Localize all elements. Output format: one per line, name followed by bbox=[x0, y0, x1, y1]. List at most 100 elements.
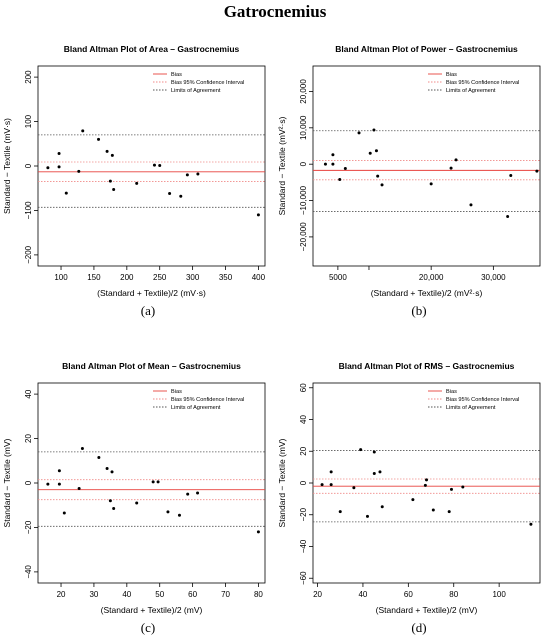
plot-frame bbox=[312, 65, 541, 267]
chart-title: Bland Altman Plot of Area – Gastrocnemiu… bbox=[64, 44, 240, 54]
data-point bbox=[81, 129, 85, 133]
x-axis-label: (Standard + Textile)/2 (mV²·s) bbox=[371, 288, 483, 298]
data-point bbox=[429, 182, 433, 186]
x-tick-label: 30 bbox=[89, 590, 98, 599]
data-point bbox=[112, 507, 116, 511]
data-point bbox=[77, 487, 81, 491]
data-point bbox=[110, 470, 114, 474]
data-point bbox=[329, 483, 333, 487]
y-tick-label: 40 bbox=[24, 389, 33, 398]
chart-svg: Bland Altman Plot of RMS – Gastrocnemius… bbox=[277, 361, 541, 615]
y-tick-label: −40 bbox=[24, 565, 33, 579]
data-point bbox=[158, 164, 162, 168]
x-tick-label: 80 bbox=[254, 590, 263, 599]
data-point bbox=[108, 499, 112, 503]
x-tick-label: 40 bbox=[358, 590, 367, 599]
legend: Bias Bias 95% Confidence Interval Limits o… bbox=[153, 389, 244, 411]
data-point bbox=[535, 169, 539, 173]
caption-a: (a) bbox=[140, 303, 156, 318]
data-point bbox=[108, 179, 112, 183]
chart-svg: Bland Altman Plot of Mean – Gastrocnemiu… bbox=[2, 361, 266, 615]
legend-label: Bias bbox=[171, 389, 182, 395]
data-point bbox=[97, 455, 101, 459]
y-tick-label: 40 bbox=[299, 415, 308, 424]
data-point bbox=[105, 467, 109, 471]
y-tick-label: −100 bbox=[24, 201, 33, 220]
x-tick-label: 5000 bbox=[329, 273, 347, 282]
chart-panel-rms: Bland Altman Plot of RMS – Gastrocnemius… bbox=[275, 353, 545, 615]
data-point bbox=[331, 153, 335, 157]
data-point bbox=[343, 167, 347, 171]
plot-frame bbox=[37, 382, 266, 584]
x-tick-label: 100 bbox=[54, 273, 68, 282]
x-axis-label: (Standard + Textile)/2 (mV·s) bbox=[97, 288, 206, 298]
data-point bbox=[110, 153, 114, 157]
x-axis-label: (Standard + Textile)/2 (mV) bbox=[376, 605, 478, 615]
data-point bbox=[329, 470, 333, 474]
y-axis-label: Standard − Textile (mV²·s) bbox=[277, 116, 287, 215]
legend-label: Limits of Agreement bbox=[171, 405, 221, 411]
data-point bbox=[112, 188, 116, 192]
y-tick-label: −20 bbox=[24, 520, 33, 534]
data-point bbox=[256, 530, 260, 534]
data-point bbox=[168, 192, 172, 196]
data-point bbox=[506, 215, 510, 219]
legend-label: Bias 95% Confidence Interval bbox=[446, 80, 519, 86]
data-point bbox=[151, 480, 155, 484]
data-point bbox=[196, 491, 200, 495]
legend-label: Bias bbox=[446, 389, 457, 395]
data-point bbox=[77, 169, 81, 173]
data-point bbox=[509, 173, 513, 177]
y-tick-label: 0 bbox=[299, 480, 308, 485]
x-tick-label: 20 bbox=[313, 590, 322, 599]
legend: Bias Bias 95% Confidence Interval Limits o… bbox=[428, 72, 519, 94]
y-axis-label: Standard − Textile (mV·s) bbox=[2, 118, 12, 214]
y-axis-label: Standard − Textile (mV) bbox=[277, 438, 287, 527]
data-point bbox=[380, 183, 384, 187]
data-point bbox=[105, 149, 109, 153]
legend-label: Bias 95% Confidence Interval bbox=[171, 397, 244, 403]
data-point bbox=[57, 152, 61, 156]
data-point bbox=[372, 450, 376, 454]
data-point bbox=[179, 194, 183, 198]
y-tick-label: 0 bbox=[24, 480, 33, 485]
x-tick-label: 80 bbox=[449, 590, 458, 599]
data-point bbox=[186, 492, 190, 496]
x-tick-label: 60 bbox=[188, 590, 197, 599]
x-tick-label: 250 bbox=[153, 273, 167, 282]
data-point bbox=[338, 177, 342, 181]
legend-label: Bias 95% Confidence Interval bbox=[446, 397, 519, 403]
x-tick-label: 60 bbox=[404, 590, 413, 599]
data-point bbox=[80, 447, 84, 451]
x-tick-label: 400 bbox=[252, 273, 266, 282]
chart-svg: Bland Altman Plot of Power – Gastrocnemi… bbox=[277, 44, 541, 298]
data-point bbox=[368, 151, 372, 155]
y-axis-label: Standard − Textile (mV) bbox=[2, 438, 12, 527]
y-tick-label: 0 bbox=[24, 163, 33, 168]
y-tick-label: −60 bbox=[299, 571, 308, 585]
legend-label: Bias bbox=[446, 72, 457, 78]
data-point bbox=[411, 498, 415, 502]
legend-label: Limits of Agreement bbox=[446, 88, 496, 94]
data-point bbox=[374, 149, 378, 153]
x-tick-label: 100 bbox=[492, 590, 506, 599]
data-point bbox=[323, 162, 327, 166]
data-point bbox=[135, 181, 139, 185]
data-point bbox=[152, 163, 156, 167]
x-tick-label: 20,000 bbox=[419, 273, 444, 282]
x-tick-label: 50 bbox=[155, 590, 164, 599]
y-tick-label: −40 bbox=[299, 539, 308, 553]
legend: Bias Bias 95% Confidence Interval Limits o… bbox=[428, 389, 519, 411]
x-tick-label: 200 bbox=[120, 273, 134, 282]
data-point bbox=[97, 137, 101, 141]
y-tick-label: −20 bbox=[299, 507, 308, 521]
x-tick-label: 350 bbox=[219, 273, 233, 282]
data-point bbox=[461, 485, 465, 489]
x-tick-label: 70 bbox=[221, 590, 230, 599]
legend-label: Limits of Agreement bbox=[171, 88, 221, 94]
figure-title: Gatrocnemius bbox=[223, 2, 327, 21]
data-point bbox=[529, 522, 533, 526]
x-tick-label: 150 bbox=[87, 273, 101, 282]
data-point bbox=[357, 131, 361, 135]
data-point bbox=[57, 482, 61, 486]
